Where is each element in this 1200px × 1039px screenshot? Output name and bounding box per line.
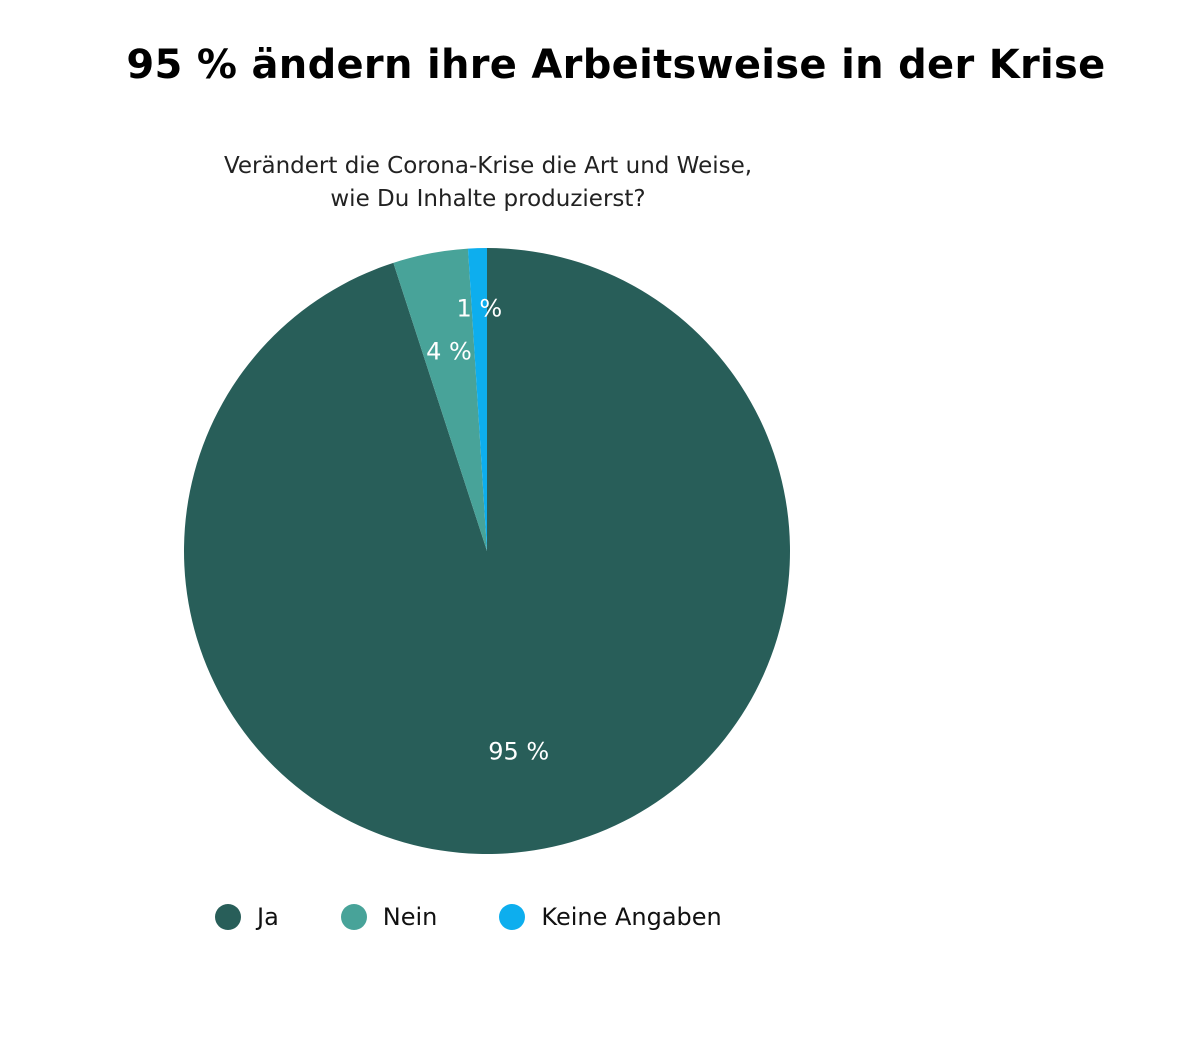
data-label: 1 % [457,295,503,323]
legend-item-ja: Ja [215,903,279,931]
subtitle-line: wie Du Inhalte produzierst? [330,186,646,212]
legend-item-nein: Nein [340,903,438,931]
legend: Ja Nein Keine Angaben [215,903,784,931]
pie-slice-keine-angaben [467,248,487,551]
pie-slice-nein [393,248,487,551]
legend-swatch [215,904,241,930]
data-label: 4 % [426,338,472,366]
legend-swatch [499,904,526,930]
chart-subtitle: Verändert die Corona-Krise die Art und W… [0,150,976,216]
chart-title: 95 % ändern ihre Arbeitsweise in der Kri… [126,42,1106,88]
legend-label: Keine Angaben [541,903,722,931]
subtitle-line: Verändert die Corona-Krise die Art und W… [223,153,753,179]
legend-label: Nein [382,903,438,931]
data-label: 95 % [488,738,549,766]
legend-item-keine-angaben: Keine Angaben [499,903,722,931]
legend-label: Ja [257,903,279,931]
legend-swatch [340,904,367,930]
pie-slice-ja [184,248,791,854]
